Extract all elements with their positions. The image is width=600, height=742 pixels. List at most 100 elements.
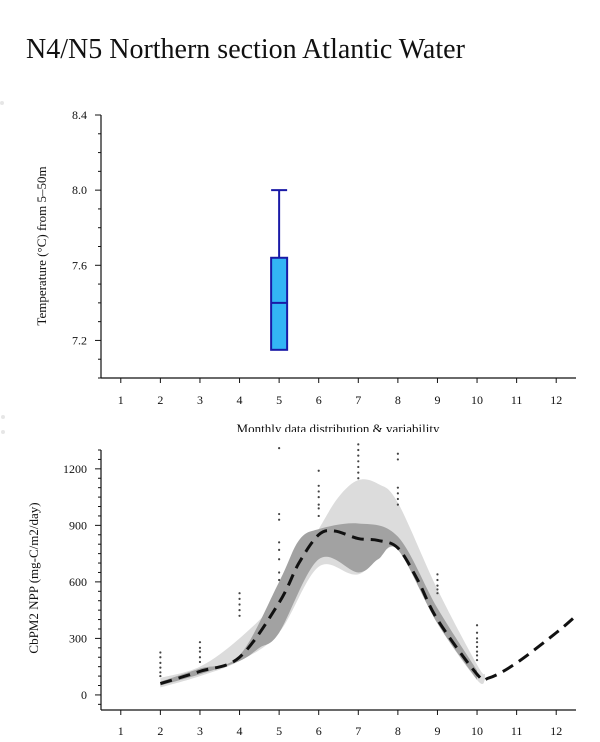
npp-observation-point	[317, 503, 320, 506]
npp-observation-point	[475, 637, 479, 640]
npp-observation-point	[159, 651, 162, 654]
npp-observation-point	[396, 452, 399, 455]
edge-mark	[0, 101, 4, 105]
npp-observation-point	[357, 448, 360, 452]
npp-observation-point	[278, 548, 281, 551]
npp-x-tick-label: 6	[316, 724, 322, 738]
npp-x-tick-label: 9	[434, 724, 440, 738]
npp-observation-point	[475, 645, 479, 648]
npp-observation-point	[159, 656, 162, 659]
temperature-x-tick-label: 12	[550, 393, 562, 407]
npp-observation-point	[357, 443, 360, 446]
temperature-y-tick-label: 8.4	[72, 108, 87, 122]
npp-observation-point	[396, 492, 399, 495]
npp-observation-point	[238, 592, 241, 595]
npp-observation-point	[436, 588, 439, 591]
npp-observation-point	[357, 460, 360, 463]
temperature-x-tick-label: 9	[434, 393, 440, 407]
npp-observation-point	[278, 512, 281, 516]
page-title: N4/N5 Northern section Atlantic Water	[26, 34, 465, 65]
temperature-x-tick-label: 2	[157, 393, 163, 407]
temperature-x-tick-label: 4	[237, 393, 243, 407]
edge-mark	[1, 430, 5, 434]
npp-inner-envelope	[160, 523, 478, 686]
npp-observation-point	[317, 469, 320, 472]
npp-observation-point	[198, 646, 202, 649]
temperature-y-tick-label: 7.6	[72, 258, 87, 272]
npp-observation-point	[396, 497, 399, 501]
npp-observation-point	[278, 571, 281, 574]
temperature-boxplot: 1 2 3 4 5 6 7 8 9 10 11 12 7.27.68.08.4 Temperature…	[34, 108, 576, 436]
npp-observation-point	[475, 650, 479, 653]
npp-x-tick-label: 3	[197, 724, 203, 738]
npp-observation-point	[475, 641, 479, 644]
npp-observation-point	[278, 578, 281, 582]
npp-observation-point	[317, 484, 320, 487]
npp-x-tick-labels: 1 2 3 4 5 6 7 8 9 10 11 12	[118, 724, 562, 738]
npp-observation-point	[475, 658, 479, 662]
temperature-y-tick-label: 8.0	[72, 183, 87, 197]
npp-observation-point	[198, 650, 202, 653]
npp-x-tick-label: 12	[550, 724, 562, 738]
temperature-axes	[95, 114, 576, 383]
npp-observation-point	[238, 609, 241, 612]
npp-observation-point	[198, 656, 202, 659]
npp-observation-point	[317, 514, 320, 518]
npp-x-tick-label: 8	[395, 724, 401, 738]
npp-y-tick-label: 900	[69, 518, 87, 532]
npp-x-tick-label: 10	[471, 724, 483, 738]
temperature-x-tick-label: 3	[197, 393, 203, 407]
temperature-x-tick-label: 6	[316, 393, 322, 407]
npp-observation-point	[198, 641, 202, 644]
npp-observation-point	[357, 477, 360, 480]
npp-observation-point	[396, 503, 399, 506]
npp-observation-point	[436, 592, 439, 595]
temperature-boxes	[270, 189, 289, 351]
temperature-x-tick-label: 1	[118, 393, 124, 407]
npp-observation-point	[238, 614, 241, 617]
npp-climatology-line	[159, 529, 577, 686]
temperature-x-tick-label: 5	[276, 393, 282, 407]
npp-x-tick-label: 11	[511, 724, 523, 738]
npp-observation-point	[317, 507, 320, 510]
npp-observation-point	[198, 660, 202, 664]
npp-observation-point	[436, 584, 439, 587]
npp-observation-point	[396, 486, 399, 489]
npp-x-tick-label: 7	[355, 724, 361, 738]
npp-y-axis-label: CbPM2 NPP (mg-C/m2/day)	[26, 502, 41, 653]
temperature-x-tick-label: 8	[395, 393, 401, 407]
npp-observation-point	[357, 471, 360, 474]
npp-x-tick-label: 2	[157, 724, 163, 738]
npp-observation-point	[475, 654, 479, 657]
npp-observation-point	[278, 447, 281, 450]
temperature-x-tick-label: 10	[471, 393, 483, 407]
temperature-x-tick-label: 11	[511, 393, 523, 407]
npp-observation-point	[278, 518, 281, 521]
temperature-x-tick-labels: 1 2 3 4 5 6 7 8 9 10 11 12	[118, 393, 562, 407]
npp-x-tick-label: 5	[276, 724, 282, 738]
npp-y-tick-label: 1200	[63, 462, 87, 476]
npp-x-tick-label: 4	[237, 724, 243, 738]
npp-observation-point	[475, 631, 479, 634]
npp-observation-point	[317, 496, 320, 499]
npp-observation-point	[396, 458, 399, 461]
npp-y-tick-label: 300	[69, 631, 87, 645]
npp-outer-envelope	[160, 479, 485, 688]
npp-observation-point	[317, 490, 320, 493]
npp-observation-point	[436, 578, 439, 582]
npp-observation-point	[357, 465, 360, 469]
npp-observation-point	[159, 661, 162, 664]
npp-observation-point	[159, 666, 162, 669]
temperature-y-axis-label: Temperature (°C) from 5–50m	[34, 166, 49, 325]
edge-mark	[1, 415, 5, 419]
npp-observation-point	[238, 597, 241, 600]
npp-y-tick-label: 600	[69, 575, 87, 589]
npp-observation-point	[475, 624, 479, 627]
npp-y-tick-label: 0	[81, 688, 87, 702]
temperature-x-tick-label: 7	[355, 393, 361, 407]
temperature-y-tick-labels: 7.2 7.6 8.0 8.4	[72, 108, 87, 347]
npp-observation-point	[238, 603, 241, 606]
temperature-x-axis-label: Monthly data distribution & variability	[237, 421, 440, 436]
